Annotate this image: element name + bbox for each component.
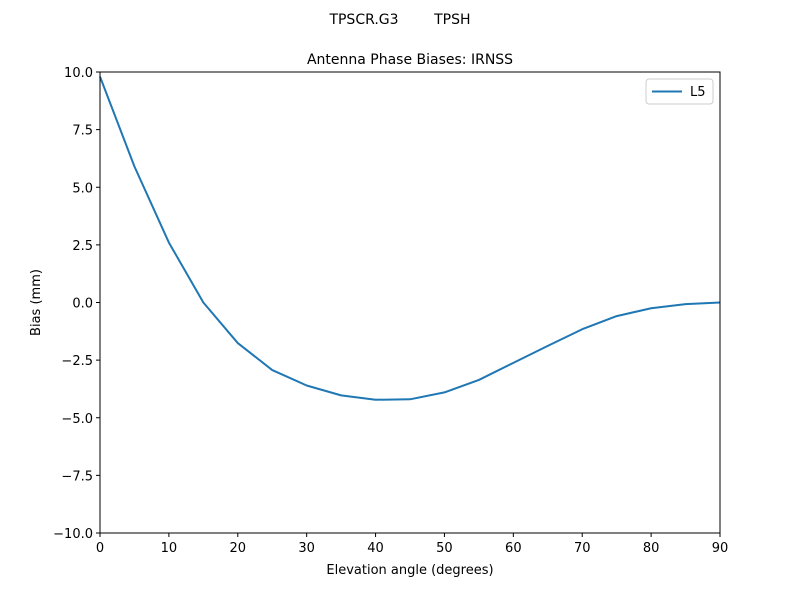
y-tick-label: 10.0 <box>64 66 93 81</box>
chart-title: Antenna Phase Biases: IRNSS <box>307 52 513 68</box>
y-tick-label: −5.0 <box>61 412 93 427</box>
series-line-l5 <box>99 76 721 401</box>
plot-frame <box>99 71 721 534</box>
y-tick-label: −2.5 <box>61 354 93 369</box>
y-tick-label: 5.0 <box>72 181 93 196</box>
x-tick-label: 20 <box>230 541 247 556</box>
x-tick-label: 70 <box>574 541 591 556</box>
x-tick-label: 50 <box>436 541 453 556</box>
y-tick-label: 0.0 <box>72 297 93 312</box>
x-tick-label: 80 <box>643 541 660 556</box>
x-tick-label: 10 <box>161 541 178 556</box>
x-axis-label: Elevation angle (degrees) <box>326 563 493 578</box>
x-tick-label: 90 <box>712 541 729 556</box>
figure-suptitle: TPSCR.G3 TPSH <box>328 12 470 28</box>
x-tick-label: 40 <box>367 541 384 556</box>
legend: L5 <box>645 78 714 105</box>
legend-label: L5 <box>690 85 706 100</box>
y-tick-label: 2.5 <box>72 239 93 254</box>
y-tick-label: −10.0 <box>53 527 93 542</box>
x-tick-label: 60 <box>505 541 522 556</box>
y-tick-label: −7.5 <box>61 469 93 484</box>
x-tick-label: 0 <box>96 541 104 556</box>
x-tick-label: 30 <box>298 541 315 556</box>
y-tick-label: 7.5 <box>72 124 93 139</box>
y-axis-label: Bias (mm) <box>29 269 44 336</box>
